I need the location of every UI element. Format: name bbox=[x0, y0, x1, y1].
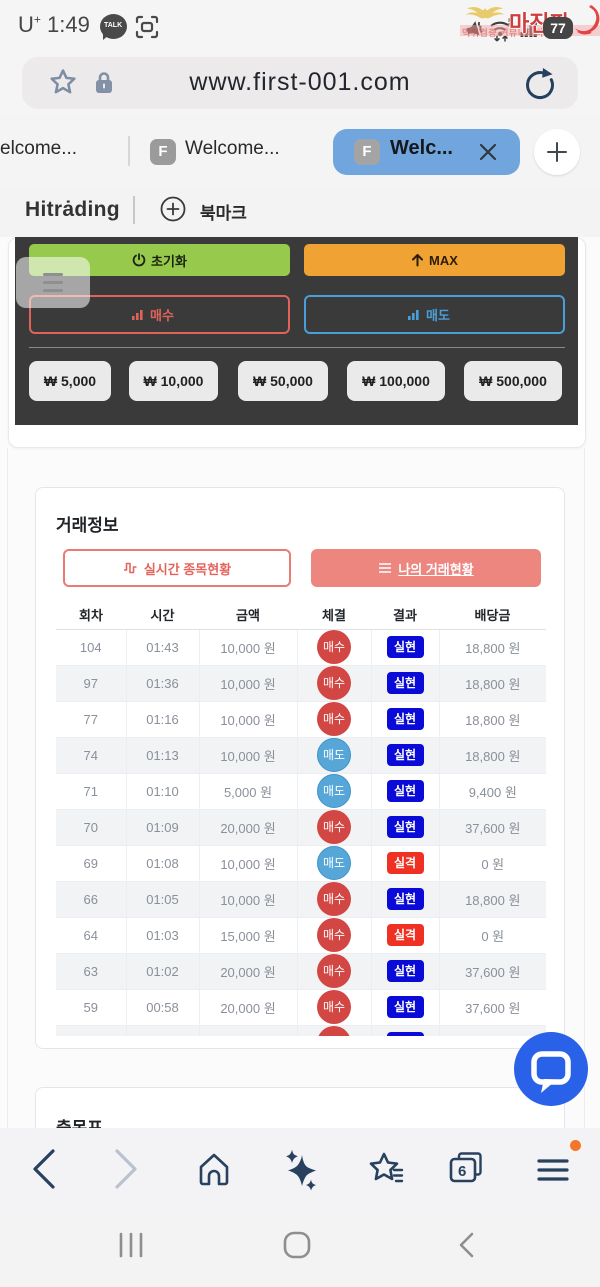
svg-text:5: 5 bbox=[508, 18, 514, 28]
svg-text:6: 6 bbox=[458, 1163, 466, 1180]
